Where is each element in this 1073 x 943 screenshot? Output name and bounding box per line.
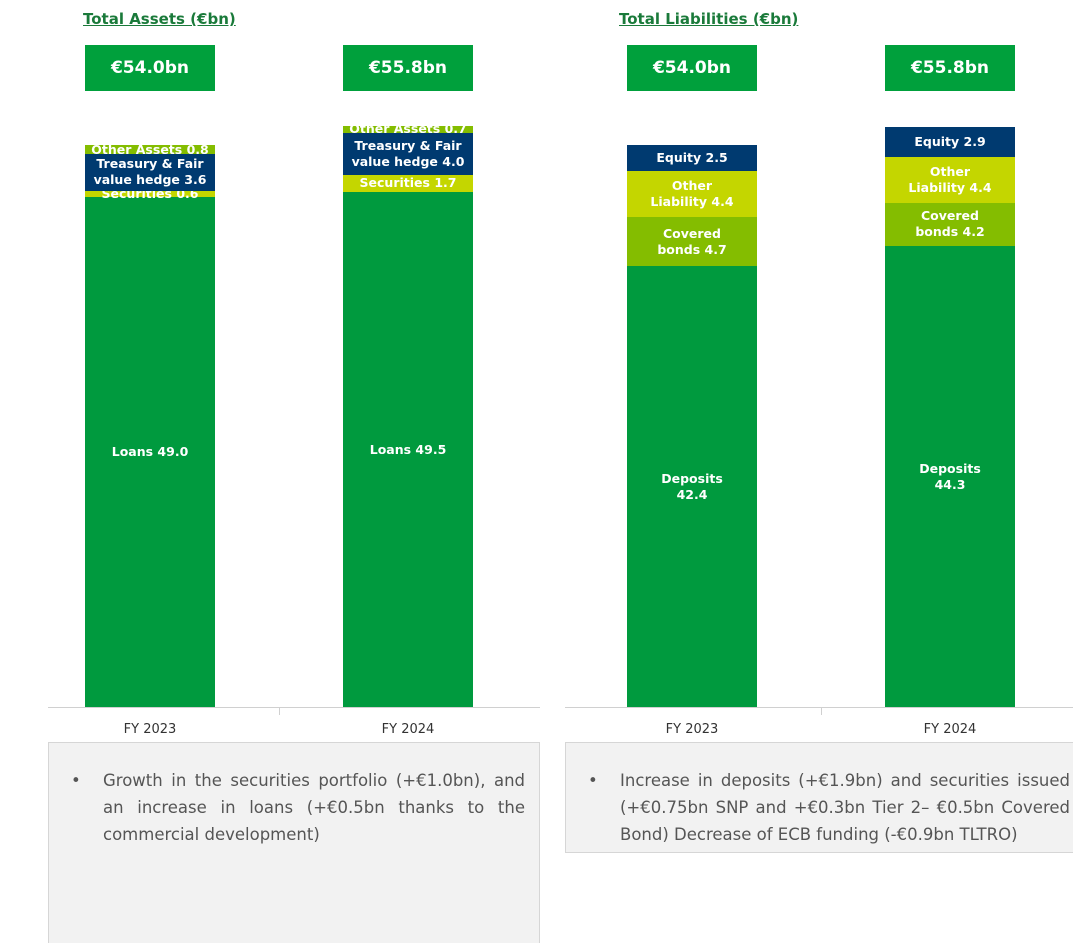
value-label: 0.8 <box>186 141 209 157</box>
bar-segment: Deposits 42.4 <box>627 266 757 707</box>
series-name: Other Assets <box>91 141 183 157</box>
note-box: • Growth in the securities portfolio (+€1… <box>48 742 540 943</box>
series-name: Deposits <box>919 460 981 476</box>
bar-segment: Equity 2.5 <box>627 145 757 172</box>
note-text: Growth in the securities portfolio (+€1.… <box>103 771 525 844</box>
note-box: • Increase in deposits (+€1.9bn) and secu… <box>565 742 1073 853</box>
series-name: Covered bonds <box>657 225 721 257</box>
series-name: Securities <box>359 175 430 191</box>
data-label: Securities 1.7 <box>347 175 469 191</box>
data-label: Deposits 44.3 <box>902 461 998 493</box>
data-label: Covered bonds 4.7 <box>644 226 740 258</box>
series-name: Covered bonds <box>915 208 979 240</box>
series-name: Deposits <box>661 470 723 486</box>
data-label: Loans 49.5 <box>347 442 469 458</box>
total-box: €55.8bn <box>885 45 1015 91</box>
data-label: Other Assets 0.7 <box>347 121 469 137</box>
total-box: €54.0bn <box>627 45 757 91</box>
value-label: 4.0 <box>442 153 465 169</box>
chart-title: Total Assets (€bn) <box>83 10 236 28</box>
value-label: 49.5 <box>415 441 447 457</box>
bullet: • <box>71 771 81 790</box>
value-label: 4.7 <box>704 241 727 257</box>
category-divider <box>821 707 822 715</box>
bar-segment: Covered bonds 4.7 <box>627 217 757 267</box>
value-label: 49.0 <box>157 444 189 460</box>
series-name: Loans <box>111 444 154 460</box>
value-label: 3.6 <box>184 172 207 188</box>
series-name: Other Liability <box>650 178 713 210</box>
series-name: Equity <box>914 133 960 149</box>
value-label: 4.2 <box>962 224 985 240</box>
value-label: 4.4 <box>711 194 734 210</box>
bullet: • <box>588 771 598 790</box>
value-label: 2.5 <box>705 150 728 166</box>
bar-segment: Treasury & Fair value hedge 3.6 <box>85 153 215 192</box>
value-label: 44.3 <box>934 476 966 492</box>
data-label: Deposits 42.4 <box>644 471 740 503</box>
bar-segment: Loans 49.0 <box>85 197 215 707</box>
x-axis <box>565 707 1073 708</box>
data-label: Treasury & Fair value hedge 3.6 <box>89 156 211 188</box>
x-tick-label: FY 2024 <box>923 722 977 737</box>
bar-segment: Other Assets 0.7 <box>343 121 473 136</box>
x-tick-label: FY 2023 <box>123 722 177 737</box>
data-label: Covered bonds 4.2 <box>902 208 998 240</box>
data-label: Other Liability 4.4 <box>902 164 998 196</box>
series-name: Treasury & Fair value hedge <box>351 137 462 169</box>
x-tick-label: FY 2024 <box>381 722 435 737</box>
bar-segment: Other Liability 4.4 <box>885 156 1015 203</box>
bar-segment: Other Assets 0.8 <box>85 142 215 157</box>
bar-segment: Deposits 44.3 <box>885 246 1015 707</box>
data-label: Other Assets 0.8 <box>89 142 211 158</box>
value-label: 1.7 <box>434 175 457 191</box>
bar-segment: Covered bonds 4.2 <box>885 202 1015 247</box>
value-label: 42.4 <box>676 486 708 502</box>
chart-title: Total Liabilities (€bn) <box>619 10 799 28</box>
total-box: €54.0bn <box>85 45 215 91</box>
bar-segment: Treasury & Fair value hedge 4.0 <box>343 132 473 175</box>
data-label: Equity 2.9 <box>902 134 998 150</box>
value-label: 2.9 <box>963 133 986 149</box>
x-tick-label: FY 2023 <box>665 722 719 737</box>
value-label: 4.4 <box>969 179 992 195</box>
bar-segment: Equity 2.9 <box>885 126 1015 157</box>
bar-segment: Securities 1.7 <box>343 174 473 193</box>
note-text: Increase in deposits (+€1.9bn) and secur… <box>620 771 1070 844</box>
data-label: Equity 2.5 <box>644 150 740 166</box>
value-label: 0.7 <box>444 121 467 137</box>
total-box: €55.8bn <box>343 45 473 91</box>
category-divider <box>279 707 280 715</box>
bar-segment: Securities 0.6 <box>85 186 215 201</box>
series-name: Treasury & Fair value hedge <box>93 156 204 188</box>
series-name: Equity <box>656 150 702 166</box>
bar-segment: Other Liability 4.4 <box>627 171 757 218</box>
data-label: Treasury & Fair value hedge 4.0 <box>347 138 469 170</box>
x-axis <box>48 707 540 708</box>
bar-segment: Loans 49.5 <box>343 192 473 707</box>
series-name: Other Assets <box>349 121 441 137</box>
series-name: Other Liability <box>908 163 971 195</box>
data-label: Other Liability 4.4 <box>644 178 740 210</box>
data-label: Loans 49.0 <box>89 444 211 460</box>
series-name: Loans <box>369 441 412 457</box>
